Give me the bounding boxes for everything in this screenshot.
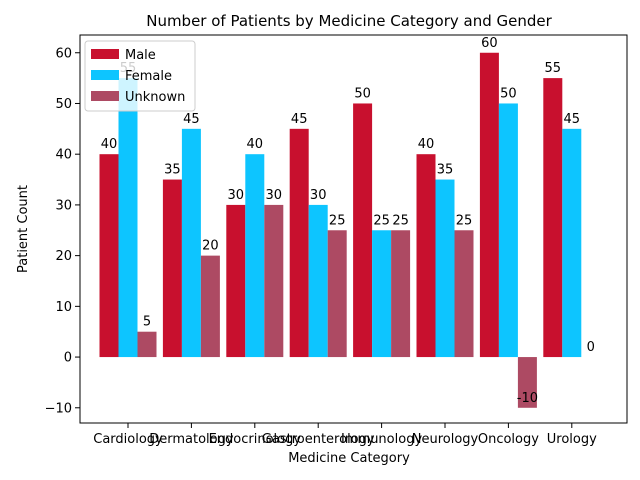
legend-swatch-male bbox=[91, 49, 119, 59]
x-tick-label: Dermatology bbox=[149, 432, 234, 447]
bar-value-label: 25 bbox=[329, 213, 346, 228]
x-tick-label: Cardiology bbox=[93, 432, 163, 447]
bar-value-label: 25 bbox=[373, 213, 390, 228]
bar-value-label: 60 bbox=[481, 36, 498, 51]
bar-unknown bbox=[137, 331, 157, 358]
y-axis-label: Patient Count bbox=[16, 185, 31, 273]
y-tick-label: −10 bbox=[45, 401, 72, 416]
bar-unknown bbox=[391, 230, 411, 358]
x-axis-label: Medicine Category bbox=[288, 451, 410, 466]
x-tick-label: Urology bbox=[547, 432, 597, 447]
bar-value-label: -10 bbox=[517, 391, 538, 406]
bar-value-label: 5 bbox=[143, 315, 151, 330]
bar-unknown bbox=[327, 230, 347, 358]
bar-unknown bbox=[517, 357, 537, 408]
bar-female bbox=[245, 154, 265, 358]
y-tick-label: 0 bbox=[64, 351, 72, 366]
x-tick-label: Endocrinology bbox=[209, 432, 302, 447]
x-tick-label: Oncology bbox=[478, 432, 539, 447]
legend-label-male: Male bbox=[125, 48, 156, 63]
bar-male bbox=[162, 179, 182, 358]
chart-title: Number of Patients by Medicine Category … bbox=[146, 12, 552, 30]
y-tick-label: 60 bbox=[55, 46, 72, 61]
bar-female bbox=[562, 128, 582, 358]
bar-value-label: 40 bbox=[247, 137, 264, 152]
bar-female bbox=[118, 78, 138, 358]
bar-male bbox=[416, 154, 436, 358]
bar-value-label: 50 bbox=[500, 86, 517, 101]
y-tick-label: 20 bbox=[55, 249, 72, 264]
legend-label-unknown: Unknown bbox=[125, 90, 185, 105]
y-tick-label: 10 bbox=[55, 300, 72, 315]
legend-label-female: Female bbox=[125, 69, 172, 84]
bar-value-label: 40 bbox=[101, 137, 118, 152]
bar-value-label: 30 bbox=[228, 188, 245, 203]
bar-female bbox=[498, 103, 518, 358]
y-tick-label: 50 bbox=[55, 97, 72, 112]
bar-value-label: 30 bbox=[266, 188, 283, 203]
y-tick-label: 30 bbox=[55, 198, 72, 213]
bar-value-label: 45 bbox=[183, 112, 200, 127]
bar-female bbox=[181, 128, 201, 358]
bar-unknown bbox=[200, 255, 220, 358]
bar-value-label: 35 bbox=[437, 163, 454, 178]
legend-swatch-unknown bbox=[91, 91, 119, 101]
bar-male bbox=[226, 204, 246, 358]
plot-frame bbox=[79, 34, 628, 424]
bar-value-label: 50 bbox=[354, 86, 371, 101]
bar-value-label: 30 bbox=[310, 188, 327, 203]
plot-area: −10010203040506040555Cardiology354520Der… bbox=[45, 36, 598, 447]
x-tick-label: Gastroenterology bbox=[262, 432, 375, 447]
legend-swatch-female bbox=[91, 70, 119, 80]
bar-unknown bbox=[454, 230, 474, 358]
bar-value-label: 20 bbox=[202, 239, 219, 254]
bar-unknown bbox=[264, 204, 284, 358]
bar-male bbox=[479, 52, 499, 358]
bar-value-label: 55 bbox=[545, 61, 562, 76]
bar-value-label: 35 bbox=[164, 163, 181, 178]
bar-value-label: 25 bbox=[456, 213, 473, 228]
bar-male bbox=[543, 78, 563, 358]
legend: Male Female Unknown bbox=[84, 40, 196, 112]
bar-value-label: 45 bbox=[564, 112, 581, 127]
bar-value-label: 0 bbox=[587, 340, 595, 355]
bar-value-label: 25 bbox=[392, 213, 409, 228]
bar-male bbox=[289, 128, 309, 358]
y-tick-label: 40 bbox=[55, 148, 72, 163]
bar-male bbox=[353, 103, 373, 358]
x-tick-label: Immunology bbox=[341, 432, 422, 447]
bar-female bbox=[372, 230, 392, 358]
bar-value-label: 40 bbox=[418, 137, 435, 152]
bar-female bbox=[435, 179, 455, 358]
bar-male bbox=[99, 154, 119, 358]
bar-female bbox=[308, 204, 328, 358]
x-tick-label: Neurology bbox=[412, 432, 479, 447]
bar-value-label: 45 bbox=[291, 112, 308, 127]
